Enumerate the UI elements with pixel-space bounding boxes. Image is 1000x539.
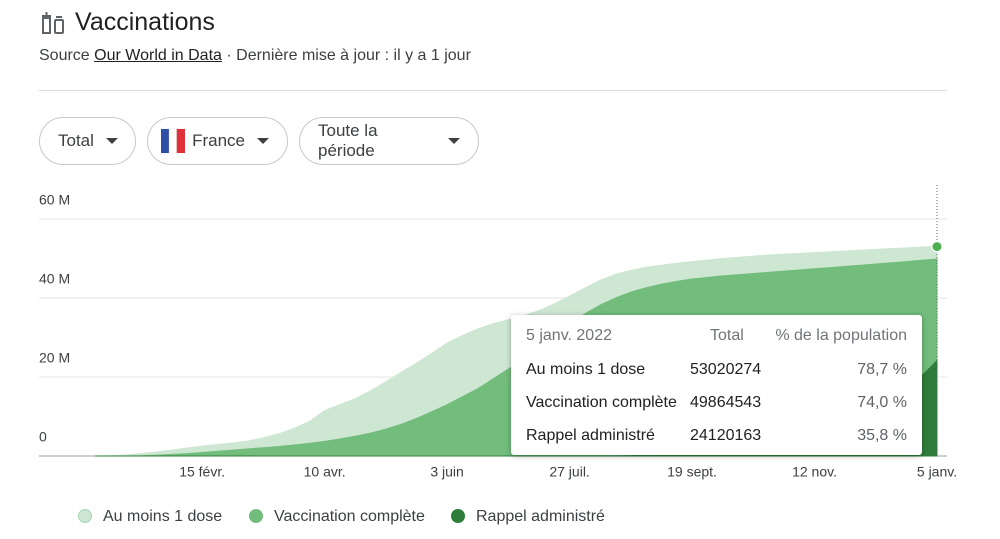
x-tick-label: 15 févr. — [179, 464, 225, 480]
y-tick-label: 20 M — [39, 350, 70, 366]
caret — [257, 138, 269, 144]
x-tick-label: 5 janv. — [917, 464, 957, 480]
x-tick-label: 3 juin — [430, 464, 463, 480]
tooltip-percent: 35,8 % — [857, 427, 907, 444]
legend-marker — [78, 509, 92, 523]
tooltip-date: 5 janv. 2022 — [526, 327, 612, 344]
filter-label: France — [192, 131, 245, 150]
caret — [448, 138, 460, 144]
tooltip-total: 24120163 — [690, 427, 762, 444]
source-label: Source — [39, 47, 90, 64]
flag-icon — [161, 128, 186, 154]
tooltip-row-label: Rappel administré — [526, 427, 655, 444]
tooltip: 5 janv. 2022 Total % de la population Au… — [511, 315, 922, 455]
filter-button[interactable]: Toute la période — [299, 117, 479, 165]
legend-label: Au moins 1 dose — [103, 508, 222, 525]
filter-button[interactable]: Total — [39, 117, 136, 165]
legend-label: Vaccination complète — [274, 508, 425, 525]
caret — [105, 138, 118, 144]
updated: · Dernière mise à jour : il y a 1 jour — [226, 47, 471, 64]
filter-button[interactable]: France — [147, 117, 288, 165]
legend-marker — [451, 509, 465, 523]
tooltip-header: Total — [710, 327, 744, 344]
y-tick-label: 60 M — [39, 192, 70, 208]
vaccine-icon — [42, 12, 64, 34]
x-tick-label: 10 avr. — [304, 464, 346, 480]
tooltip-row-label: Vaccination complète — [526, 394, 677, 411]
source-link[interactable]: Our World in Data — [94, 47, 222, 64]
tooltip-header: % de la population — [775, 327, 907, 344]
source-line: Source Our World in Data · Dernière mise… — [39, 47, 471, 65]
tooltip-percent: 78,7 % — [857, 361, 907, 378]
x-tick-label: 19 sept. — [667, 464, 717, 480]
tooltip-total: 49864543 — [690, 394, 762, 411]
filter-label: Total — [58, 131, 94, 150]
y-tick-label: 40 M — [39, 271, 70, 287]
hover-point — [931, 241, 943, 253]
separator — [39, 90, 947, 91]
title: Vaccinations — [75, 8, 215, 36]
x-tick-label: 12 nov. — [792, 464, 837, 480]
legend-label: Rappel administré — [476, 508, 605, 525]
tooltip-total: 53020274 — [690, 361, 762, 378]
y-tick-label: 0 — [39, 429, 47, 445]
tooltip-percent: 74,0 % — [857, 394, 907, 411]
x-tick-label: 27 juil. — [549, 464, 589, 480]
filter-label: Toute la période — [318, 121, 378, 160]
legend-marker — [249, 509, 263, 523]
tooltip-row-label: Au moins 1 dose — [526, 361, 646, 378]
